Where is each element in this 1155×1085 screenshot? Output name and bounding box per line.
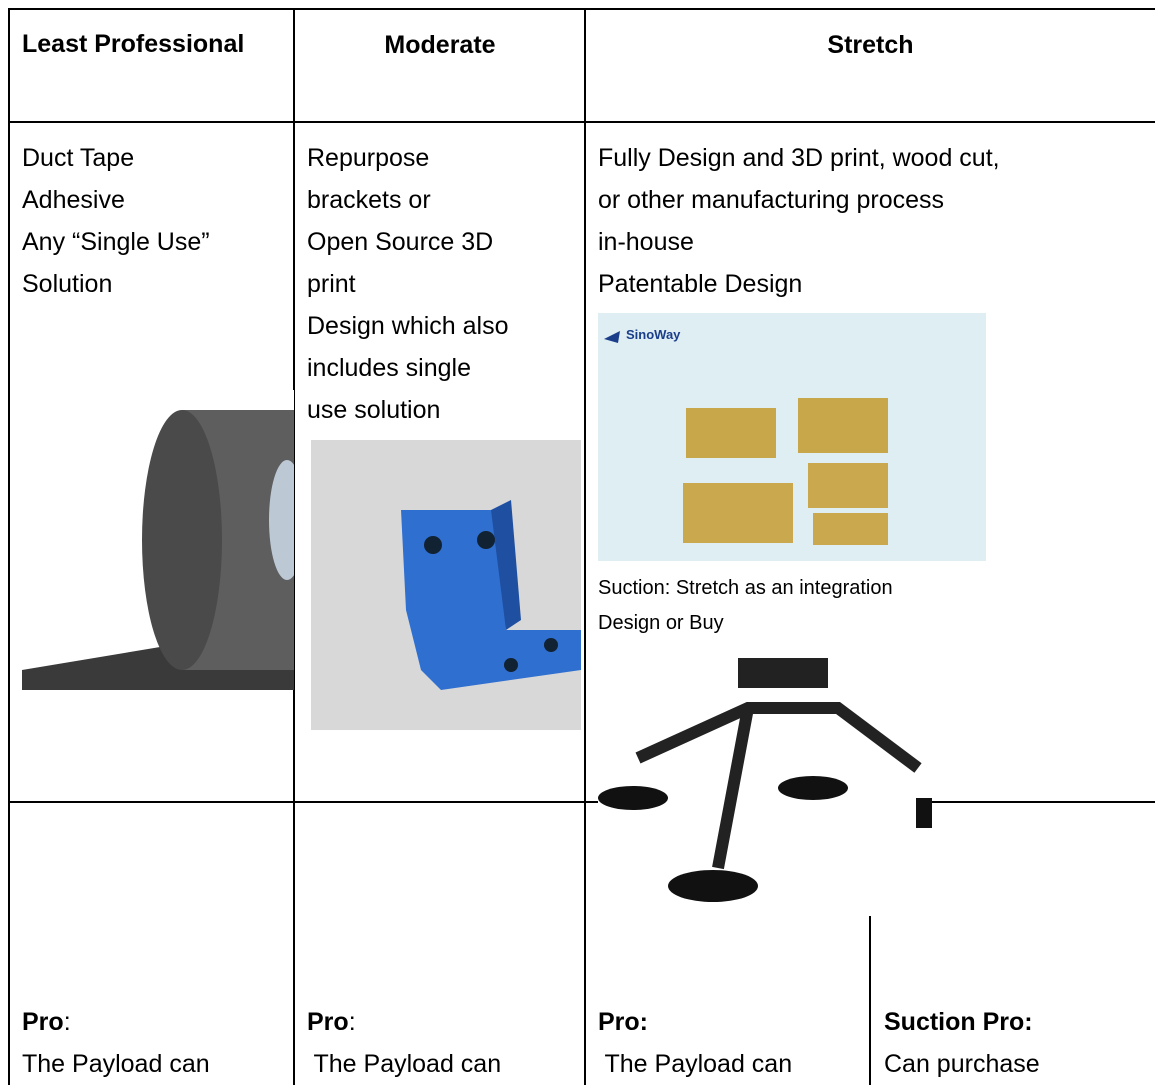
cell-line: use solution — [307, 396, 441, 424]
border — [8, 8, 1155, 10]
cell-line: Any “Single Use” — [22, 228, 210, 256]
label: Pro — [307, 1008, 349, 1036]
label-rest: : — [63, 1008, 71, 1036]
suction-image — [598, 648, 932, 916]
bracket-image — [311, 440, 581, 730]
border — [869, 801, 871, 1085]
cell-line: Repurpose — [307, 144, 430, 172]
border — [8, 801, 1155, 803]
cell-line: print — [307, 270, 356, 298]
cell-line: Design which also — [307, 312, 509, 340]
cell-line: Solution — [22, 270, 113, 298]
header-cell: Least Professional — [22, 30, 245, 58]
border — [8, 8, 10, 1085]
header-cell: Moderate — [384, 31, 496, 59]
footer-label: Suction Pro: — [884, 1001, 1033, 1043]
border — [584, 8, 586, 1085]
cell-line: in-house — [598, 228, 694, 256]
cell-line: or other manufacturing process — [598, 186, 945, 214]
caption: Design or Buy — [598, 612, 724, 634]
footer-label: Pro: — [307, 1001, 356, 1043]
footer-label: Pro: — [22, 1001, 71, 1043]
cell-line: Open Source 3D — [307, 228, 494, 256]
cell-line: Patentable Design — [598, 270, 803, 298]
tape-image — [22, 390, 294, 690]
footer-text: The Payload can — [307, 1050, 502, 1078]
logo: SinoWay — [626, 327, 681, 342]
cell-line: Fully Design and 3D print, wood cut, — [598, 144, 1000, 172]
footer-text: The Payload can — [598, 1050, 793, 1078]
header-cell: Stretch — [827, 31, 914, 59]
label: Pro — [22, 1008, 64, 1036]
label-rest: : — [348, 1008, 356, 1036]
label: Suction Pro: — [884, 1008, 1033, 1036]
footer-label: Pro: — [598, 1001, 648, 1043]
footer-text: The Payload can — [22, 1050, 210, 1078]
cell-line: brackets or — [307, 186, 431, 214]
label: Pro: — [598, 1008, 648, 1036]
parts-image: SinoWay — [598, 313, 986, 561]
cell-line: Duct Tape — [22, 144, 135, 172]
cell-line: includes single — [307, 354, 471, 382]
border — [8, 121, 1155, 123]
cell-line: Adhesive — [22, 186, 125, 214]
caption: Suction: Stretch as an integration — [598, 577, 893, 599]
footer-text: Can purchase — [884, 1050, 1040, 1078]
border — [293, 8, 295, 1085]
